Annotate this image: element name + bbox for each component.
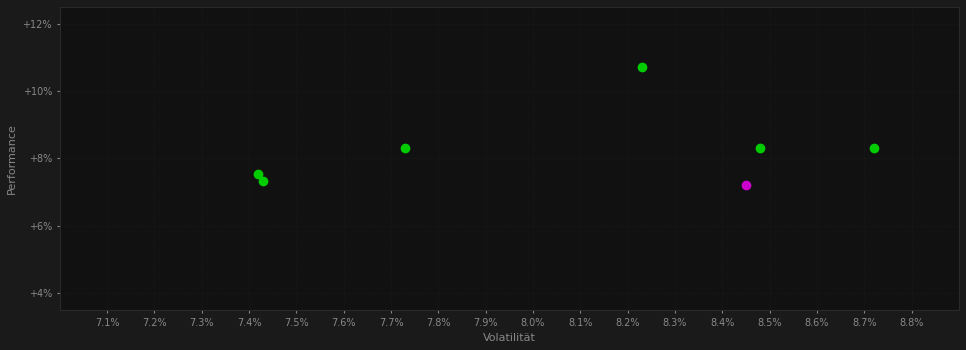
Point <box>867 145 882 150</box>
Point <box>634 64 649 70</box>
Y-axis label: Performance: Performance <box>7 123 17 194</box>
Point <box>397 145 412 150</box>
Point <box>251 171 267 176</box>
X-axis label: Volatilität: Volatilität <box>483 333 536 343</box>
Point <box>255 178 270 184</box>
Point <box>738 182 753 188</box>
Point <box>753 145 768 150</box>
